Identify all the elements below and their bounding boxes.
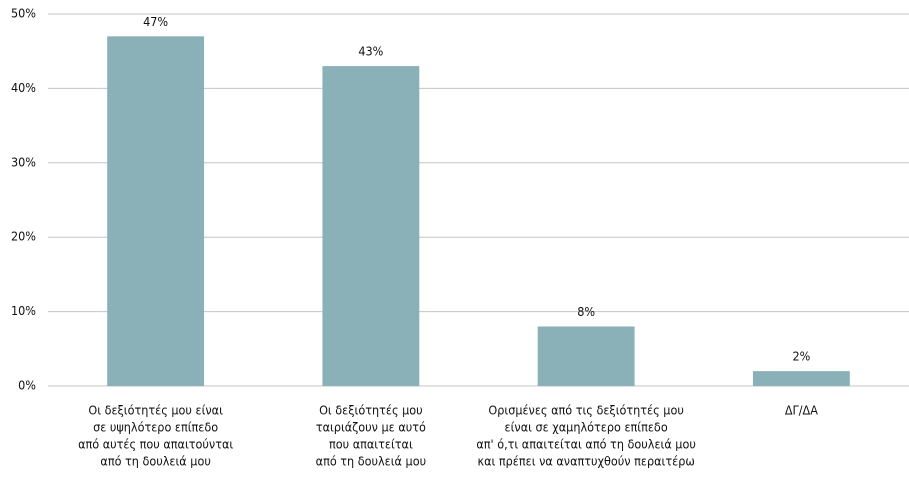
bar: [537, 326, 635, 386]
bar: [752, 371, 850, 386]
x-tick-label: είναι σε χαμηλότερο επίπεδο: [505, 420, 668, 435]
x-tick-label: Ορισμένες από τις δεξιότητές μου: [488, 403, 683, 418]
data-label: 47%: [143, 14, 168, 29]
x-tick-label: που απαιτείται: [329, 437, 413, 452]
y-tick-label: 40%: [11, 80, 36, 95]
x-tick-label: από τη δουλειά μου: [100, 454, 210, 469]
x-tick-label: από αυτές που απαιτούνται: [78, 437, 233, 452]
x-tick-label: Οι δεξιότητές μου είναι: [88, 403, 223, 418]
data-label: 2%: [792, 349, 810, 364]
y-tick-label: 10%: [11, 303, 36, 318]
y-tick-label: 50%: [11, 6, 36, 21]
bar: [107, 36, 205, 386]
bar: [322, 66, 420, 386]
x-tick-label: ταιριάζουν με αυτό: [316, 420, 426, 435]
x-tick-label: απ' ό,τι απαιτείται από τη δουλειά μου: [476, 437, 695, 452]
y-tick-label: 20%: [11, 229, 36, 244]
x-tick-label: από τη δουλειά μου: [316, 454, 426, 469]
x-tick-label: και πρέπει να αναπτυχθούν περαιτέρω: [477, 454, 694, 469]
y-tick-label: 30%: [11, 154, 36, 169]
data-label: 43%: [358, 44, 383, 59]
x-tick-label: σε υψηλότερο επίπεδο: [93, 420, 218, 435]
y-tick-label: 0%: [18, 378, 36, 393]
x-tick-label: ΔΓ/ΔΑ: [785, 403, 818, 418]
x-tick-label: Οι δεξιότητές μου: [319, 403, 423, 418]
data-label: 8%: [577, 304, 595, 319]
